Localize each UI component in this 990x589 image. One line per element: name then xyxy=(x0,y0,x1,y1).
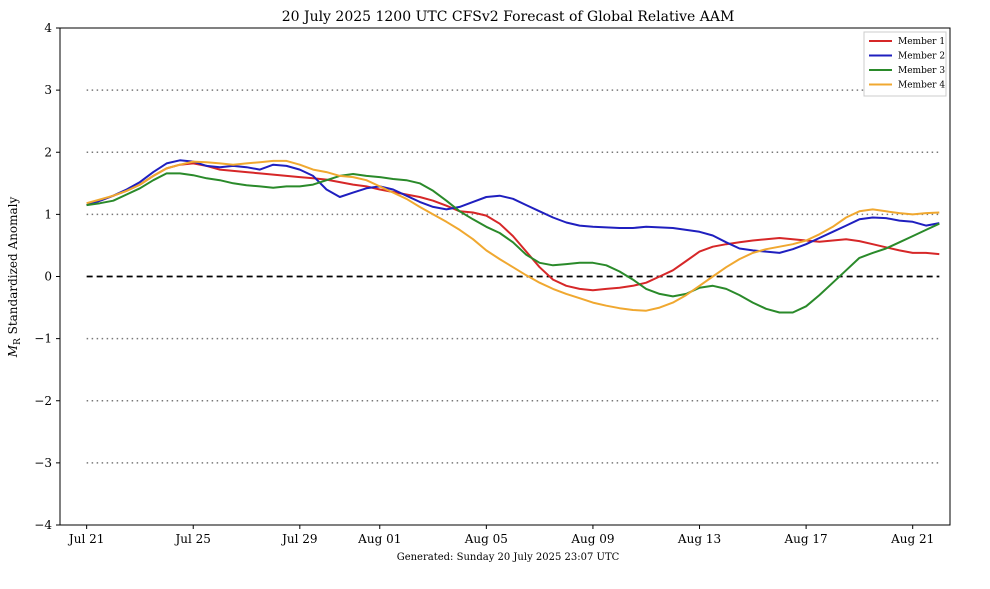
series-line-member-3 xyxy=(86,172,940,314)
y-tick-label: 4 xyxy=(44,21,52,35)
y-axis-label: MR Standardized Anomaly xyxy=(6,196,23,358)
y-tick-label: −4 xyxy=(34,518,52,532)
y-tick-label: 1 xyxy=(44,207,52,221)
gridlines xyxy=(86,89,940,464)
x-tick-label: Jul 21 xyxy=(67,532,104,546)
y-tick-label: −3 xyxy=(34,456,52,470)
x-tick-label: Jul 25 xyxy=(173,532,210,546)
x-tick-label: Aug 01 xyxy=(357,532,401,546)
series-line-member-2 xyxy=(86,159,940,254)
plot-area-frame xyxy=(59,27,951,526)
y-axis-label-subscript: R xyxy=(13,338,23,345)
legend-label: Member 3 xyxy=(898,66,945,76)
y-tick-label: −1 xyxy=(34,332,52,346)
legend-label: Member 4 xyxy=(898,81,945,91)
series-lines xyxy=(86,159,940,314)
series-line-member-4 xyxy=(86,159,940,312)
y-axis-label-text: Standardized Anomaly xyxy=(6,196,20,338)
x-tick-label: Aug 13 xyxy=(677,532,721,546)
x-tick-label: Aug 09 xyxy=(570,532,614,546)
y-tick-label: 0 xyxy=(44,270,52,284)
x-axis: Jul 21 Jul 25 Jul 29 Aug 01 Aug 05 Aug 09 Aug … xyxy=(67,525,934,546)
y-tick-label: 3 xyxy=(44,83,52,97)
y-axis-label-symbol: M xyxy=(6,344,20,358)
legend-label: Member 1 xyxy=(898,37,945,47)
x-tick-label: Jul 29 xyxy=(280,532,317,546)
legend-label: Member 2 xyxy=(898,52,945,62)
series-line-member-1 xyxy=(86,162,940,292)
y-tick-label: −2 xyxy=(34,394,52,408)
y-tick-label: 2 xyxy=(44,145,52,159)
x-tick-label: Aug 05 xyxy=(464,532,508,546)
x-tick-label: Aug 17 xyxy=(784,532,828,546)
chart-title: 20 July 2025 1200 UTC CFSv2 Forecast of … xyxy=(282,9,735,25)
generated-timestamp: Generated: Sunday 20 July 2025 23:07 UTC xyxy=(397,552,620,563)
legend: Member 1 Member 2 Member 3 Member 4 xyxy=(863,31,947,97)
y-axis: −4 −3 −2 −1 0 1 2 3 4 xyxy=(34,21,60,532)
x-tick-label: Aug 21 xyxy=(890,532,934,546)
